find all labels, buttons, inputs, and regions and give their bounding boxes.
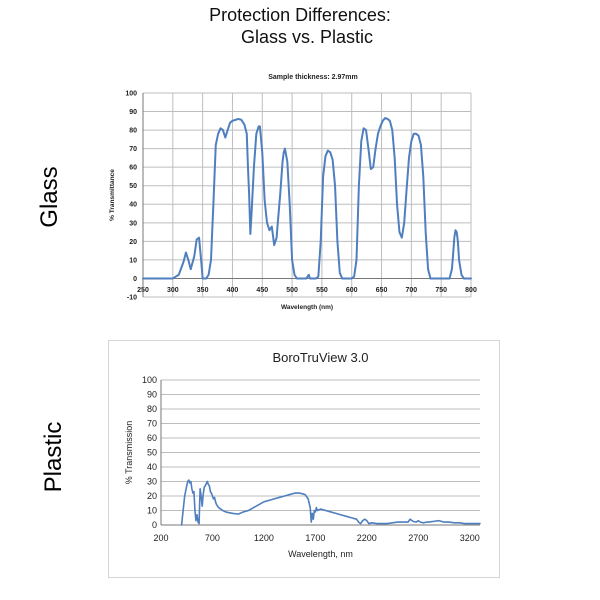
x-axis-title: Wavelength, nm (288, 549, 353, 559)
x-tick-label: 350 (197, 287, 209, 294)
y-axis-title: % Transmission (124, 421, 134, 485)
y-tick-label: 90 (129, 109, 137, 116)
x-tick-label: 550 (316, 287, 328, 294)
x-tick-label: 800 (465, 287, 477, 294)
plastic-transmission-chart: BoroTruView 3.0 0 10 20 30 40 50 60 70 80 90 100 200… (108, 340, 500, 578)
chart-frame (108, 340, 500, 578)
x-tick-label: 1700 (305, 533, 325, 543)
y-axis-title: % Transmittance (109, 169, 116, 221)
x-tick-label: 650 (376, 287, 388, 294)
x-tick-label: 450 (256, 287, 268, 294)
y-tick-label: 70 (147, 419, 157, 429)
x-tick-label: 200 (153, 533, 168, 543)
x-tick-label: 700 (406, 287, 418, 294)
y-tick-label: 100 (142, 375, 157, 385)
plastic-section-label: Plastic (40, 421, 67, 493)
x-tick-label: 2200 (357, 533, 377, 543)
chart-title: Sample thickness: 2.97mm (268, 74, 358, 81)
y-tick-label: 40 (147, 462, 157, 472)
page-title-line-2: Glass vs. Plastic (240, 27, 374, 47)
page-title-line-1: Protection Differences: (209, 5, 391, 25)
glass-transmittance-chart: Sample thickness: 2.97mm -10 0 10 20 30 40 50 60… (109, 74, 477, 311)
x-axis-title: Wavelength (nm) (281, 304, 333, 311)
y-tick-label: 20 (147, 491, 157, 501)
page-title: Protection Differences: Glass vs. Plasti… (0, 4, 600, 48)
y-tick-label: 80 (129, 128, 137, 135)
x-tick-label: 3200 (460, 533, 480, 543)
y-tick-label: 60 (147, 433, 157, 443)
x-tick-label: 700 (205, 533, 220, 543)
y-tick-label: 10 (129, 257, 137, 264)
y-tick-label: -10 (127, 294, 137, 301)
x-tick-label: 400 (227, 287, 239, 294)
y-tick-label: 0 (152, 520, 157, 530)
chart-title: BoroTruView 3.0 (272, 350, 368, 365)
series-line (180, 479, 481, 526)
y-tick-label: 30 (147, 477, 157, 487)
y-tick-label: 80 (147, 404, 157, 414)
x-tick-label: 1200 (254, 533, 274, 543)
y-tick-label: 100 (125, 90, 137, 97)
x-tick-label: 2700 (408, 533, 428, 543)
y-tick-label: 70 (129, 146, 137, 153)
x-tick-label: 500 (286, 287, 298, 294)
x-tick-label: 600 (346, 287, 358, 294)
y-tick-label: 40 (129, 202, 137, 209)
x-tick-label: 750 (435, 287, 447, 294)
y-tick-label: 60 (129, 165, 137, 172)
glass-section-label: Glass (36, 166, 63, 228)
y-tick-label: 10 (147, 506, 157, 516)
y-tick-label: 30 (129, 220, 137, 227)
y-tick-label: 0 (133, 276, 137, 283)
y-tick-label: 20 (129, 239, 137, 246)
y-tick-label: 50 (129, 183, 137, 190)
y-tick-label: 90 (147, 390, 157, 400)
series-line (142, 117, 472, 280)
y-tick-label: 50 (147, 448, 157, 458)
x-tick-label: 300 (167, 287, 179, 294)
